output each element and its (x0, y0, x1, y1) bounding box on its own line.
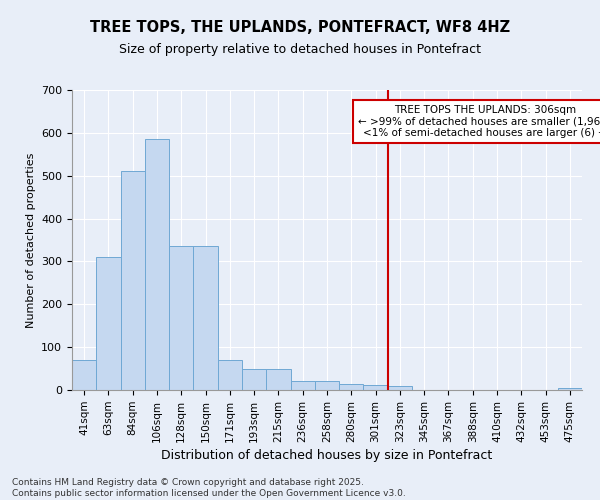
Bar (96, 257, 121, 390)
Bar (388, 386, 412, 390)
Bar (315, 382, 339, 390)
Text: Contains HM Land Registry data © Crown copyright and database right 2025.
Contai: Contains HM Land Registry data © Crown c… (12, 478, 406, 498)
Bar (121, 172, 145, 390)
Bar (193, 246, 218, 390)
Bar (558, 388, 582, 390)
Bar (364, 385, 388, 390)
Bar (242, 368, 266, 390)
Bar (290, 382, 315, 390)
Bar (145, 140, 169, 390)
Bar (339, 384, 364, 390)
Text: TREE TOPS THE UPLANDS: 306sqm
← >99% of detached houses are smaller (1,962)
<1% : TREE TOPS THE UPLANDS: 306sqm ← >99% of … (358, 105, 600, 138)
Bar (218, 360, 242, 390)
Bar (266, 368, 290, 390)
X-axis label: Distribution of detached houses by size in Pontefract: Distribution of detached houses by size … (161, 449, 493, 462)
Y-axis label: Number of detached properties: Number of detached properties (26, 152, 35, 328)
Text: Size of property relative to detached houses in Pontefract: Size of property relative to detached ho… (119, 42, 481, 56)
Bar (169, 246, 193, 390)
Bar (72, 360, 96, 390)
Text: TREE TOPS, THE UPLANDS, PONTEFRACT, WF8 4HZ: TREE TOPS, THE UPLANDS, PONTEFRACT, WF8 … (90, 20, 510, 35)
